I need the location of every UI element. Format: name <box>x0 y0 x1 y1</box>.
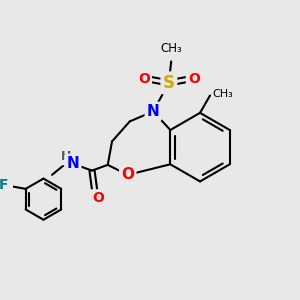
Text: S: S <box>163 74 175 92</box>
Text: O: O <box>138 72 150 86</box>
Text: N: N <box>67 156 79 171</box>
Text: CH₃: CH₃ <box>212 89 233 99</box>
Text: F: F <box>0 178 8 192</box>
Text: O: O <box>121 167 134 182</box>
Text: H: H <box>61 150 71 164</box>
Text: O: O <box>188 72 200 86</box>
Text: O: O <box>92 191 104 205</box>
Text: N: N <box>147 104 160 119</box>
Text: CH₃: CH₃ <box>160 42 182 55</box>
